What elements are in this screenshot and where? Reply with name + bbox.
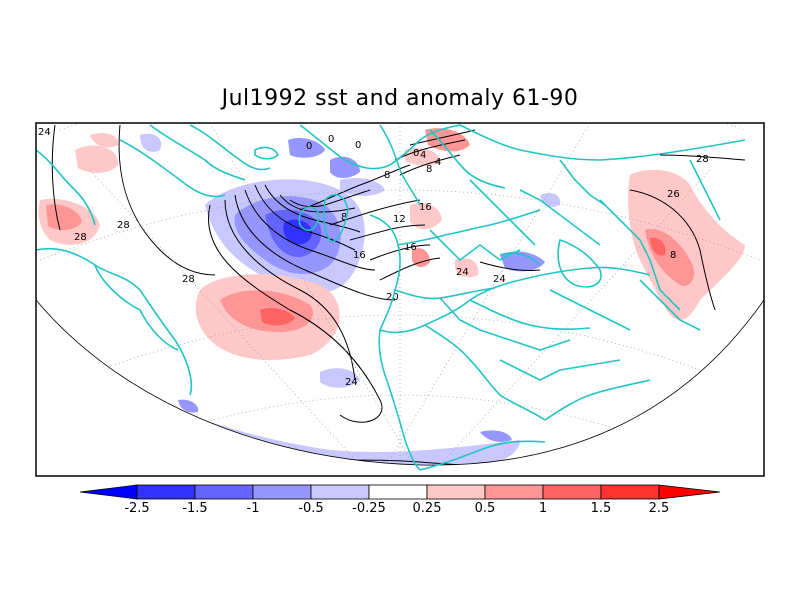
colorbar-tick-label: 0.25 bbox=[412, 501, 442, 516]
contour-label: 8 bbox=[670, 250, 676, 261]
projection-mask bbox=[36, 300, 764, 476]
contour-label: 8 bbox=[341, 212, 347, 223]
colorbar-tick-label: 2.5 bbox=[648, 501, 670, 516]
contour-label: 24 bbox=[345, 377, 358, 388]
contour-label: 28 bbox=[74, 232, 87, 243]
colorbar-segment bbox=[600, 484, 660, 500]
map-title: Jul1992 sst and anomaly 61-90 bbox=[221, 86, 579, 111]
colorbar-max-arrow bbox=[658, 484, 721, 500]
colorbar-segment bbox=[310, 484, 370, 500]
contour-label: 4 bbox=[420, 150, 426, 161]
contour-label: 26 bbox=[667, 189, 680, 200]
contour-label: 12 bbox=[393, 214, 406, 225]
contour-label: 24 bbox=[493, 274, 506, 285]
contour-label: 0 bbox=[413, 148, 419, 159]
contour-label: 28 bbox=[696, 154, 709, 165]
colorbar bbox=[79, 484, 721, 500]
colorbar-segment bbox=[194, 484, 254, 500]
colorbar-tick-label: 1.5 bbox=[590, 501, 612, 516]
contour-label: 16 bbox=[419, 202, 432, 213]
positive-anomaly-east bbox=[628, 169, 745, 320]
contour-label: 0 bbox=[355, 140, 361, 151]
colorbar-tick-label: -1.5 bbox=[182, 501, 208, 516]
colorbar-tick-label: 1 bbox=[538, 501, 548, 516]
contour-label: 16 bbox=[353, 250, 366, 261]
contour-label: 24 bbox=[456, 267, 469, 278]
contour-labels: 24 28 28 28 28 26 8 8 12 16 16 16 20 24 … bbox=[38, 127, 709, 476]
colorbar-tick-label: -0.5 bbox=[298, 501, 324, 516]
contour-label: 16 bbox=[404, 242, 417, 253]
contour-label: 28 bbox=[117, 220, 130, 231]
map-frame bbox=[35, 122, 765, 477]
colorbar-tick-label: -0.25 bbox=[352, 501, 386, 516]
contour-label: 0 bbox=[328, 134, 334, 145]
colorbar-segment bbox=[136, 484, 196, 500]
contour-label: 0 bbox=[306, 141, 312, 152]
colorbar-tick-label: -1 bbox=[246, 501, 260, 516]
graticule bbox=[39, 123, 761, 476]
contour-label: 8 bbox=[384, 170, 390, 181]
colorbar-segment bbox=[426, 484, 486, 500]
contour-label: 24 bbox=[38, 127, 51, 138]
contour-label: 28 bbox=[182, 274, 195, 285]
colorbar-segment bbox=[368, 484, 428, 500]
contour-label: 4 bbox=[435, 157, 441, 168]
anomaly-shading bbox=[38, 128, 745, 472]
negative-anomaly-peak bbox=[283, 219, 312, 245]
colorbar-segment bbox=[542, 484, 602, 500]
contour-label: 8 bbox=[426, 164, 432, 175]
coastlines bbox=[36, 124, 746, 471]
colorbar-segment bbox=[484, 484, 544, 500]
colorbar-tick-label: 0.5 bbox=[474, 501, 496, 516]
colorbar-tick-label: -2.5 bbox=[124, 501, 150, 516]
colorbar-segment bbox=[252, 484, 312, 500]
colorbar-min-arrow bbox=[79, 484, 138, 500]
